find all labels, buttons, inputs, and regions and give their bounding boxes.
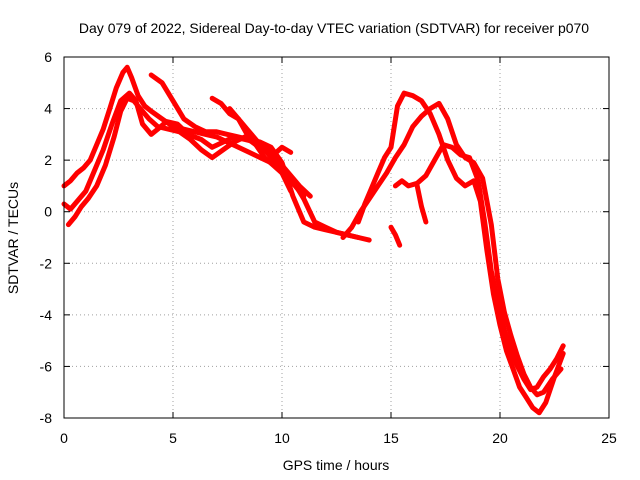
- series-group: [61, 64, 566, 416]
- series-line-pass-10: [388, 224, 403, 248]
- x-tick-label: 15: [383, 430, 399, 446]
- y-tick-label: -2: [40, 255, 53, 271]
- y-tick-label: 2: [44, 152, 52, 168]
- chart-title: Day 079 of 2022, Sidereal Day-to-day VTE…: [79, 20, 589, 36]
- y-tick-label: -6: [40, 358, 53, 374]
- y-tick-label: -8: [40, 410, 53, 426]
- plot-frame: [63, 56, 610, 419]
- x-tick-label: 0: [60, 430, 68, 446]
- series-line-pass-3: [65, 95, 294, 228]
- series-line-pass-11: [414, 183, 429, 225]
- series-line-pass-9: [392, 142, 566, 393]
- y-tick-label: -4: [40, 307, 53, 323]
- x-tick-label: 20: [492, 430, 508, 446]
- x-tick-label: 25: [601, 430, 617, 446]
- x-tick-label: 5: [169, 430, 177, 446]
- y-tick-label: 0: [44, 204, 52, 220]
- y-tick-label: 4: [44, 101, 52, 117]
- series-line-pass-6: [227, 106, 294, 194]
- series-line-pass-8: [355, 90, 566, 416]
- y-tick-label: 6: [44, 49, 52, 65]
- x-axis-label: GPS time / hours: [283, 457, 390, 473]
- y-axis-label: SDTVAR / TECUs: [5, 182, 21, 294]
- grid: [64, 57, 609, 418]
- x-tick-label: 10: [274, 430, 290, 446]
